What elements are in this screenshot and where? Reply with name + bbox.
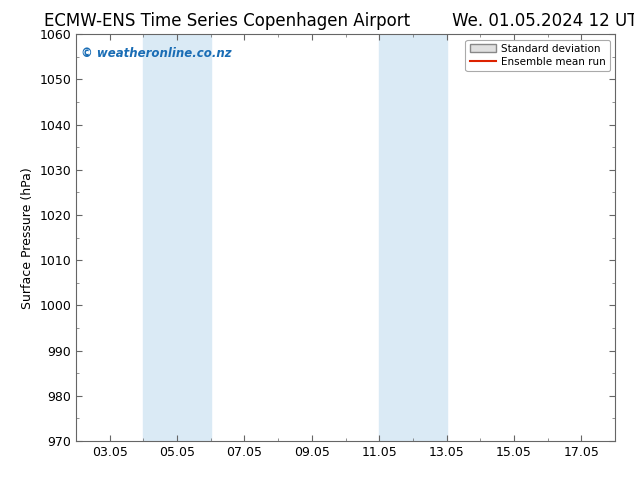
Bar: [143, 34, 210, 441]
Bar: [379, 34, 446, 441]
Legend: Standard deviation, Ensemble mean run: Standard deviation, Ensemble mean run: [465, 40, 610, 71]
Y-axis label: Surface Pressure (hPa): Surface Pressure (hPa): [21, 167, 34, 309]
Text: © weatheronline.co.nz: © weatheronline.co.nz: [81, 47, 232, 59]
Title: ECMW-ENS Time Series Copenhagen Airport        We. 01.05.2024 12 UTC: ECMW-ENS Time Series Copenhagen Airport …: [44, 12, 634, 30]
